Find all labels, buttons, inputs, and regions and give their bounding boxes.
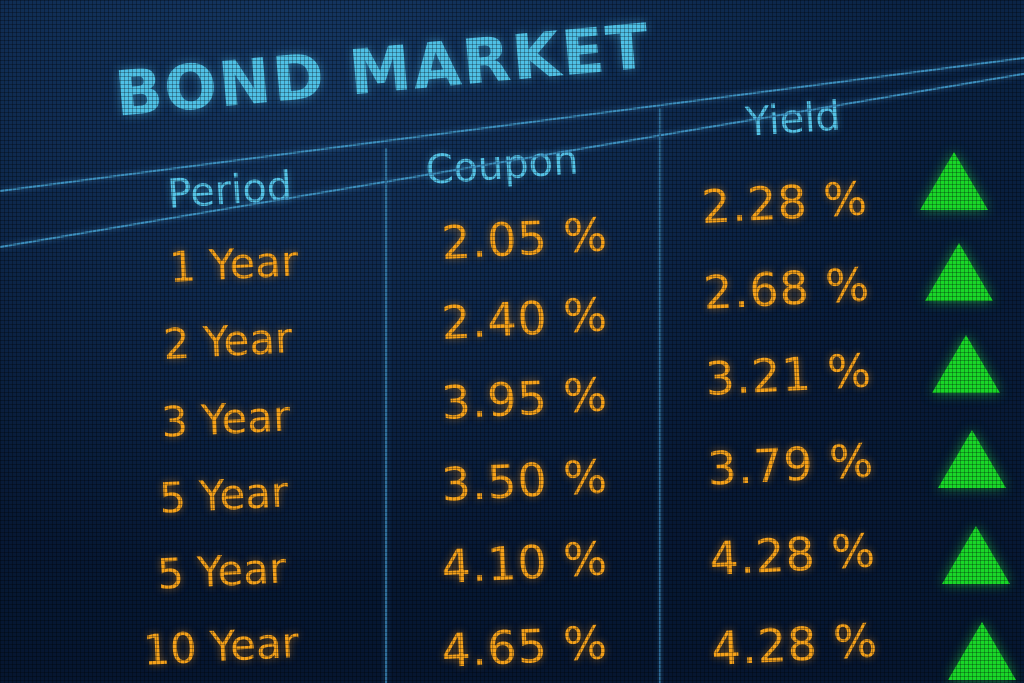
row-3-trend-up-icon xyxy=(932,335,1000,393)
row-5-coupon: 4.10 % xyxy=(440,531,610,594)
row-2-coupon: 2.40 % xyxy=(440,287,610,350)
row-5-yield: 4.28 % xyxy=(708,523,878,586)
row-4-period: 5 Year xyxy=(158,467,290,523)
row-1-period: 1 Year xyxy=(168,236,300,292)
row-3-coupon: 3.95 % xyxy=(440,367,610,430)
row-2-trend-up-icon xyxy=(925,243,993,301)
row-1-trend-up-icon xyxy=(920,152,988,210)
row-4-yield: 3.79 % xyxy=(706,433,876,496)
row-5-trend-up-icon xyxy=(942,526,1010,584)
row-6-period: 10 Year xyxy=(142,617,301,675)
row-2-yield: 2.68 % xyxy=(702,257,872,320)
row-6-trend-up-icon xyxy=(948,622,1016,680)
row-1-coupon: 2.05 % xyxy=(440,207,610,270)
row-3-period: 3 Year xyxy=(160,391,292,447)
column-divider-1 xyxy=(385,148,387,683)
column-header-period: Period xyxy=(166,163,294,218)
row-1-yield: 2.28 % xyxy=(700,171,870,234)
row-6-yield: 4.28 % xyxy=(710,613,880,676)
row-2-period: 2 Year xyxy=(162,313,294,369)
row-5-period: 5 Year xyxy=(156,543,288,599)
row-4-coupon: 3.50 % xyxy=(440,449,610,512)
column-header-coupon: Coupon xyxy=(424,137,580,194)
column-divider-2 xyxy=(659,108,661,683)
row-6-coupon: 4.65 % xyxy=(440,615,610,678)
row-3-yield: 3.21 % xyxy=(704,343,874,406)
board-title: BOND MARKET xyxy=(112,9,654,131)
row-4-trend-up-icon xyxy=(938,430,1006,488)
